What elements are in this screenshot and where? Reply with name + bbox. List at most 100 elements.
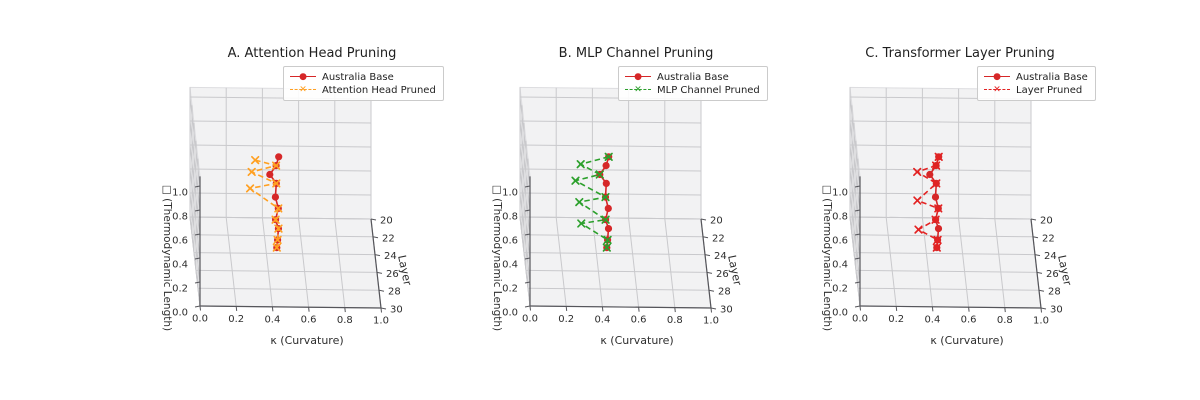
x-marker-icon: ✕ bbox=[993, 85, 1001, 95]
svg-text:28: 28 bbox=[388, 287, 401, 298]
panes bbox=[189, 86, 382, 309]
legend-item: ✕ MLP Channel Pruned bbox=[625, 84, 760, 97]
svg-text:0.6: 0.6 bbox=[961, 315, 977, 326]
legend-item: ● Australia Base bbox=[290, 71, 436, 84]
svg-text:0.0: 0.0 bbox=[172, 308, 188, 319]
svg-text:30: 30 bbox=[390, 305, 403, 316]
svg-text:1.0: 1.0 bbox=[832, 188, 848, 199]
legend-label: Layer Pruned bbox=[1016, 85, 1083, 96]
svg-text:24: 24 bbox=[1044, 251, 1057, 262]
svg-text:1.0: 1.0 bbox=[1033, 316, 1049, 327]
series-line bbox=[268, 156, 280, 248]
svg-text:22: 22 bbox=[1042, 233, 1055, 244]
axis-titles: κ (Curvature) Layer □ (Thermodynamic Lengt… bbox=[821, 185, 1074, 347]
panes bbox=[519, 86, 712, 309]
svg-text:26: 26 bbox=[386, 269, 399, 280]
svg-text:28: 28 bbox=[718, 287, 731, 298]
svg-text:24: 24 bbox=[384, 251, 397, 262]
svg-text:□ (Thermodynamic Length): □ (Thermodynamic Length) bbox=[161, 185, 173, 331]
svg-text:0.2: 0.2 bbox=[888, 314, 904, 325]
svg-text:κ (Curvature): κ (Curvature) bbox=[600, 334, 673, 347]
svg-text:0.4: 0.4 bbox=[594, 314, 610, 325]
series-line bbox=[598, 156, 610, 248]
gridlines bbox=[189, 87, 382, 309]
legend-item: ● Australia Base bbox=[625, 71, 760, 84]
series-markers-x bbox=[913, 152, 943, 252]
series-line bbox=[915, 156, 940, 248]
axis-titles: κ (Curvature) Layer □ (Thermodynamic Lengt… bbox=[491, 185, 744, 347]
svg-text:0.2: 0.2 bbox=[558, 314, 574, 325]
tick-labels: 0.0 0.2 0.4 0.6 0.8 1.0 20 22 24 26 28 30 0.0 0.2 0.4 0… bbox=[172, 188, 403, 327]
svg-text:0.0: 0.0 bbox=[502, 308, 518, 319]
legend-item: ● Australia Base bbox=[984, 71, 1088, 84]
svg-text:0.6: 0.6 bbox=[631, 315, 647, 326]
gridlines bbox=[519, 87, 712, 309]
series-markers-x bbox=[571, 152, 613, 252]
svg-text:□ (Thermodynamic Length): □ (Thermodynamic Length) bbox=[491, 185, 503, 331]
legend-subplot-c: ● Australia Base ✕ Layer Pruned bbox=[977, 66, 1096, 101]
series-markers-x bbox=[245, 155, 283, 252]
legend-label: Australia Base bbox=[322, 72, 394, 83]
svg-text:22: 22 bbox=[712, 233, 725, 244]
subplot-a-title: A. Attention Head Pruning bbox=[227, 46, 397, 61]
svg-text:1.0: 1.0 bbox=[703, 316, 719, 327]
svg-text:κ (Curvature): κ (Curvature) bbox=[930, 334, 1003, 347]
svg-text:1.0: 1.0 bbox=[502, 188, 518, 199]
series bbox=[571, 152, 613, 252]
series-line bbox=[248, 159, 280, 248]
legend-subplot-b: ● Australia Base ✕ MLP Channel Pruned bbox=[618, 66, 768, 101]
svg-text:0.0: 0.0 bbox=[852, 314, 868, 325]
legend-sample: ● bbox=[984, 72, 1010, 83]
svg-text:0.4: 0.4 bbox=[172, 260, 188, 271]
legend-label: Australia Base bbox=[1016, 72, 1088, 83]
circle-marker-icon: ● bbox=[993, 72, 1001, 82]
series bbox=[245, 155, 283, 252]
svg-text:Layer: Layer bbox=[725, 254, 744, 287]
svg-text:1.0: 1.0 bbox=[373, 316, 389, 327]
axis-titles: κ (Curvature) Layer □ (Thermodynamic Lengt… bbox=[161, 185, 414, 347]
svg-text:0.8: 0.8 bbox=[667, 315, 683, 326]
svg-text:20: 20 bbox=[710, 216, 723, 227]
legend-sample: ● bbox=[625, 72, 651, 83]
legend-item: ✕ Layer Pruned bbox=[984, 84, 1088, 97]
legend-sample: ✕ bbox=[625, 85, 651, 96]
legend-label: Attention Head Pruned bbox=[322, 85, 436, 96]
tick-labels: 0.0 0.2 0.4 0.6 0.8 1.0 20 22 24 26 28 30 0.0 0.2 0.4 0… bbox=[502, 188, 733, 327]
legend-sample: ✕ bbox=[984, 85, 1010, 96]
panes bbox=[849, 86, 1042, 309]
circle-marker-icon: ● bbox=[634, 72, 642, 82]
svg-text:0.0: 0.0 bbox=[192, 314, 208, 325]
axis-spines bbox=[859, 176, 1042, 309]
tick-marks bbox=[524, 185, 717, 313]
svg-text:0.6: 0.6 bbox=[301, 315, 317, 326]
svg-text:0.2: 0.2 bbox=[832, 284, 848, 295]
svg-text:Layer: Layer bbox=[395, 254, 414, 287]
svg-text:30: 30 bbox=[1050, 305, 1063, 316]
svg-text:22: 22 bbox=[382, 233, 395, 244]
subplot-b-title: B. MLP Channel Pruning bbox=[558, 46, 714, 61]
tick-labels: 0.0 0.2 0.4 0.6 0.8 1.0 20 22 24 26 28 30 0.0 0.2 0.4 0… bbox=[832, 188, 1063, 327]
svg-text:30: 30 bbox=[720, 305, 733, 316]
svg-text:0.4: 0.4 bbox=[924, 314, 940, 325]
legend-item: ✕ Attention Head Pruned bbox=[290, 84, 436, 97]
legend-sample: ● bbox=[290, 72, 316, 83]
svg-text:κ (Curvature): κ (Curvature) bbox=[270, 334, 343, 347]
tick-marks bbox=[194, 185, 387, 313]
series-line bbox=[573, 156, 609, 248]
legend-sample: ✕ bbox=[290, 85, 316, 96]
subplot-c-title: C. Transformer Layer Pruning bbox=[865, 46, 1055, 61]
svg-text:0.8: 0.8 bbox=[172, 212, 188, 223]
subplot-0: 0.0 0.2 0.4 0.6 0.8 1.0 20 22 24 26 28 30 0.0 0.2 0.4 0… bbox=[161, 86, 414, 347]
svg-text:Layer: Layer bbox=[1055, 254, 1074, 287]
svg-text:28: 28 bbox=[1048, 287, 1061, 298]
svg-text:0.6: 0.6 bbox=[502, 236, 518, 247]
series bbox=[913, 152, 943, 252]
svg-text:0.4: 0.4 bbox=[832, 260, 848, 271]
svg-text:0.8: 0.8 bbox=[337, 315, 353, 326]
svg-text:0.4: 0.4 bbox=[502, 260, 518, 271]
svg-text:26: 26 bbox=[1046, 269, 1059, 280]
legend-label: MLP Channel Pruned bbox=[657, 85, 760, 96]
subplot-2: 0.0 0.2 0.4 0.6 0.8 1.0 20 22 24 26 28 30 0.0 0.2 0.4 0… bbox=[821, 86, 1074, 347]
